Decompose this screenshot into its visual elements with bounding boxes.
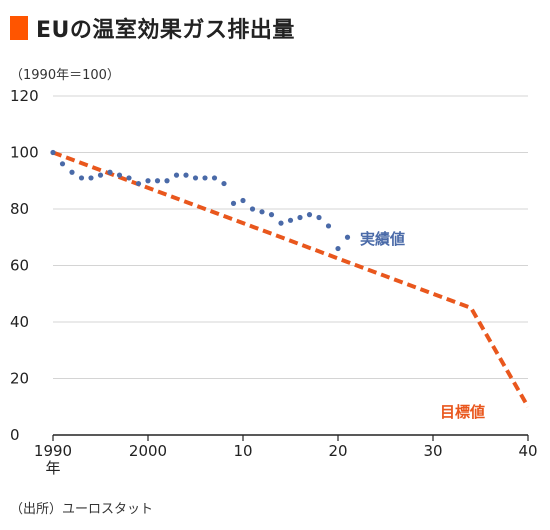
series-actual-point — [306, 212, 313, 218]
x-tick-label: 10 — [233, 442, 252, 460]
chart-title-area: EUの温室効果ガス排出量 — [10, 12, 295, 44]
series-actual-point — [145, 178, 151, 184]
series-actual-point — [221, 180, 227, 187]
y-tick-label: 40 — [10, 313, 29, 331]
series-actual-point — [97, 172, 104, 178]
x-tick-label: 2000 — [129, 442, 167, 460]
series-actual-point — [287, 217, 294, 223]
series-actual-point — [154, 178, 161, 184]
series-actual-point — [78, 175, 85, 181]
series-actual-point — [126, 175, 132, 181]
chart-title: EUの温室効果ガス排出量 — [36, 18, 295, 43]
series-actual-point — [50, 149, 56, 156]
series-actual-point — [59, 161, 66, 167]
x-tick-label: 30 — [423, 442, 442, 460]
series-actual-point — [164, 178, 170, 184]
series-actual-point — [173, 172, 180, 178]
series-actual-point — [211, 175, 218, 181]
y-tick-label: 80 — [10, 200, 29, 218]
chart-unit-note: （1990年＝100） — [10, 68, 120, 83]
y-tick-label: 20 — [10, 370, 29, 388]
series-actual-point — [335, 245, 341, 252]
y-tick-label: 100 — [10, 144, 39, 162]
x-tick-label: 20 — [328, 442, 347, 460]
y-tick-label: 0 — [10, 426, 20, 444]
series-actual-point — [69, 169, 75, 175]
title-square-icon — [10, 16, 28, 40]
series-actual-point — [183, 172, 189, 178]
title-square-shape — [10, 16, 28, 40]
series-actual-point — [135, 180, 142, 187]
y-tick-label: 120 — [10, 87, 39, 105]
series-actual-point — [107, 169, 113, 175]
series-actual-point — [278, 220, 284, 226]
series-actual-point — [316, 214, 322, 221]
series-actual-point — [230, 200, 237, 206]
series-actual-point — [88, 175, 94, 181]
series-actual-point — [268, 212, 275, 218]
x-tick-label: 40 — [518, 442, 537, 460]
x-tick-label: 1990 — [34, 442, 72, 460]
y-tick-label: 60 — [10, 257, 29, 275]
series-actual-point — [240, 197, 246, 204]
x-year-suffix-label: 年 — [45, 459, 60, 477]
series-target-label: 目標値 — [440, 403, 485, 421]
series-actual-point — [259, 209, 265, 215]
series-actual-point — [297, 214, 303, 221]
series-actual-point — [202, 175, 208, 181]
series-actual-point — [192, 175, 199, 181]
series-actual-label: 実績値 — [360, 230, 405, 248]
series-actual-point — [116, 172, 123, 178]
series-actual-point — [249, 206, 256, 212]
series-target-line — [52, 150, 530, 408]
series-actual-point — [344, 234, 351, 240]
series-actual-point — [325, 223, 332, 229]
chart-source-note: （出所）ユーロスタット — [10, 502, 154, 517]
